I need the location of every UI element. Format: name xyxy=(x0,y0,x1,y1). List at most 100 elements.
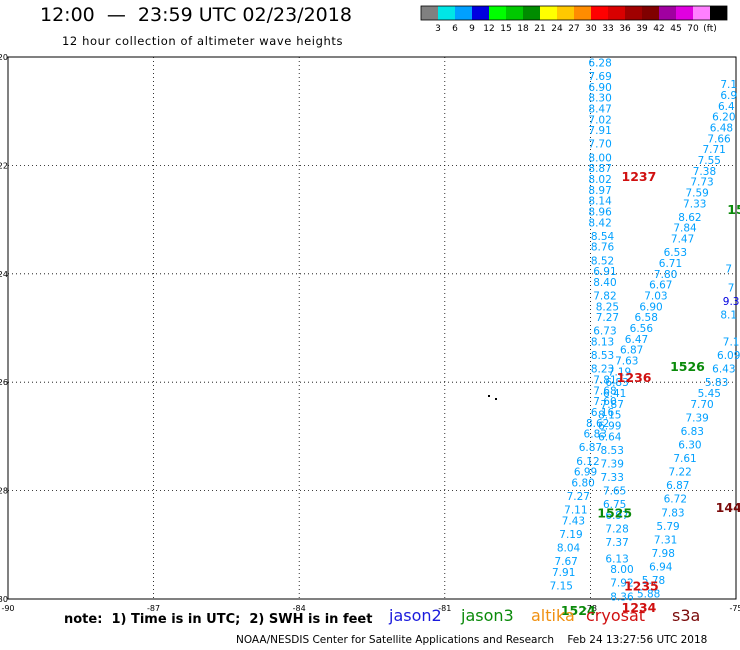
x-tick-label: -90 xyxy=(1,604,14,613)
y-tick-label: -30 xyxy=(0,595,8,604)
swh-point: 6.83 xyxy=(681,426,704,438)
swh-point: 7.73 xyxy=(690,177,713,189)
swh-point: 8.53 xyxy=(601,445,624,457)
swh-point: 6.87 xyxy=(620,345,643,357)
swh-point: 6.12 xyxy=(576,456,599,468)
colorbar-swatch xyxy=(659,6,676,20)
swh-point: 6.41 xyxy=(603,388,626,400)
colorbar-label: 18 xyxy=(517,24,529,34)
swh-point: 6.75 xyxy=(603,499,626,511)
swh-point: 7.47 xyxy=(671,234,694,246)
colorbar-frame xyxy=(420,5,728,21)
color-scale-legend: 3 6 9 12 15 18 21 24 27 30 33 36 39 42 45 70 (ft) xyxy=(420,5,728,34)
swh-point: 7.19 xyxy=(608,366,631,378)
swh-point: 6.90 xyxy=(588,82,611,94)
plot-frame xyxy=(7,56,737,600)
swh-point: 8.76 xyxy=(591,242,615,254)
gridlines xyxy=(8,57,736,599)
swh-point: 5.79 xyxy=(656,521,679,533)
swh-point: 7.1 xyxy=(723,337,740,349)
swh-point: 8.00 xyxy=(610,564,633,576)
colorbar-label: 24 xyxy=(551,24,563,34)
swh-point: 7.83 xyxy=(661,507,684,519)
swh-point: 6.97 xyxy=(605,510,628,522)
swh-point: 6.80 xyxy=(571,477,594,489)
swh-point: 8.1 xyxy=(720,309,737,321)
colorbar-swatch xyxy=(608,6,625,20)
swh-point: 7.71 xyxy=(702,144,725,156)
swh-point: 6.16 xyxy=(591,407,615,419)
colorbar-swatch xyxy=(710,6,727,20)
colorbar-label: 33 xyxy=(602,24,613,34)
swh-point: 7.33 xyxy=(601,472,624,484)
swh-point: 7.19 xyxy=(559,529,582,541)
colorbar-swatch xyxy=(693,6,710,20)
swh-point: 6.30 xyxy=(678,440,701,452)
y-axis-ticks: -20 -22 -24 -26 -28 -30 xyxy=(0,53,8,604)
colorbar-label: 30 xyxy=(585,24,597,34)
swh-point: 7.65 xyxy=(603,486,626,498)
colorbar-swatch xyxy=(591,6,608,20)
swh-point: 7.67 xyxy=(554,556,577,568)
swh-point: 8.30 xyxy=(588,93,611,105)
swh-point: 7.37 xyxy=(605,537,628,549)
satellite-cryosat: cryosat xyxy=(586,606,646,625)
swh-point: 6.56 xyxy=(630,323,654,335)
swh-point: 6.72 xyxy=(664,494,687,506)
swh-point: 6.67 xyxy=(649,280,672,292)
swh-point: 8.14 xyxy=(588,196,612,208)
satellite-jason2: jason2 xyxy=(389,606,442,625)
swh-point: 6.90 xyxy=(639,301,662,313)
swh-point: 5.78 xyxy=(642,575,665,587)
swh-point: 7.91 xyxy=(588,125,611,137)
colorbar-label: 27 xyxy=(568,24,579,34)
swh-point: 8.62 xyxy=(678,212,701,224)
swh-point: 7.92 xyxy=(610,578,633,590)
pass-time-label: 1526 xyxy=(670,359,705,374)
swh-point: 6.73 xyxy=(593,326,616,338)
y-tick-label: -28 xyxy=(0,487,8,496)
x-tick-label: -75 xyxy=(729,604,740,613)
swh-point: 7 xyxy=(725,263,732,275)
colorbar-swatch xyxy=(455,6,472,20)
swh-point: 8.40 xyxy=(593,277,616,289)
x-tick-label: -87 xyxy=(147,604,160,613)
x-axis-ticks: -90 -87 -84 -81 -78 -75 xyxy=(1,604,740,613)
swh-point: 7.02 xyxy=(588,114,611,126)
swh-point: 8.23 xyxy=(591,364,614,376)
y-tick-label: -20 xyxy=(0,53,8,62)
colorbar-label: 6 xyxy=(452,24,458,34)
swh-point: 7.60 xyxy=(593,396,616,408)
plot-area: -90 -87 -84 -81 -78 -75 -20 -22 -24 -26 -28 -30 6.… xyxy=(0,53,740,618)
swh-point: 6.13 xyxy=(605,553,628,565)
swh-point: 8.52 xyxy=(591,255,614,267)
colorbar-label: 70 xyxy=(687,24,699,34)
swh-point: 8.87 xyxy=(588,163,611,175)
x-tick-label: -81 xyxy=(438,604,451,613)
swh-point: 7.33 xyxy=(683,198,706,210)
y-tick-label: -26 xyxy=(0,378,8,387)
colorbar-swatch xyxy=(540,6,557,20)
colorbar-label: 15 xyxy=(500,24,511,34)
island-marks xyxy=(488,395,497,400)
swh-point: 6.47 xyxy=(625,334,648,346)
swh-point: 7.87 xyxy=(601,399,624,411)
chart-title: 12:00 — 23:59 UTC 02/23/2018 xyxy=(40,4,352,26)
swh-point: 7.27 xyxy=(596,312,619,324)
footer-note: note: 1) Time is in UTC; 2) SWH is in fe… xyxy=(64,612,373,627)
swh-point: 7.70 xyxy=(690,399,713,411)
swh-point: 6.64 xyxy=(598,431,622,443)
swh-point: 6.28 xyxy=(588,57,611,69)
swh-point: 7.91 xyxy=(552,567,575,579)
swh-point: 7.98 xyxy=(652,548,675,560)
y-tick-label: -22 xyxy=(0,161,8,170)
swh-point: 7.59 xyxy=(685,188,708,200)
swh-point: 8.36 xyxy=(610,591,634,603)
swh-point: 8.15 xyxy=(598,410,621,422)
swh-point: 6.83 xyxy=(605,377,628,389)
colorbar-label: (ft) xyxy=(703,24,717,34)
credit-line: NOAA/NESDIS Center for Satellite Applica… xyxy=(236,634,708,646)
swh-point: 8.54 xyxy=(591,231,615,243)
swh-point: 7.84 xyxy=(673,223,697,235)
